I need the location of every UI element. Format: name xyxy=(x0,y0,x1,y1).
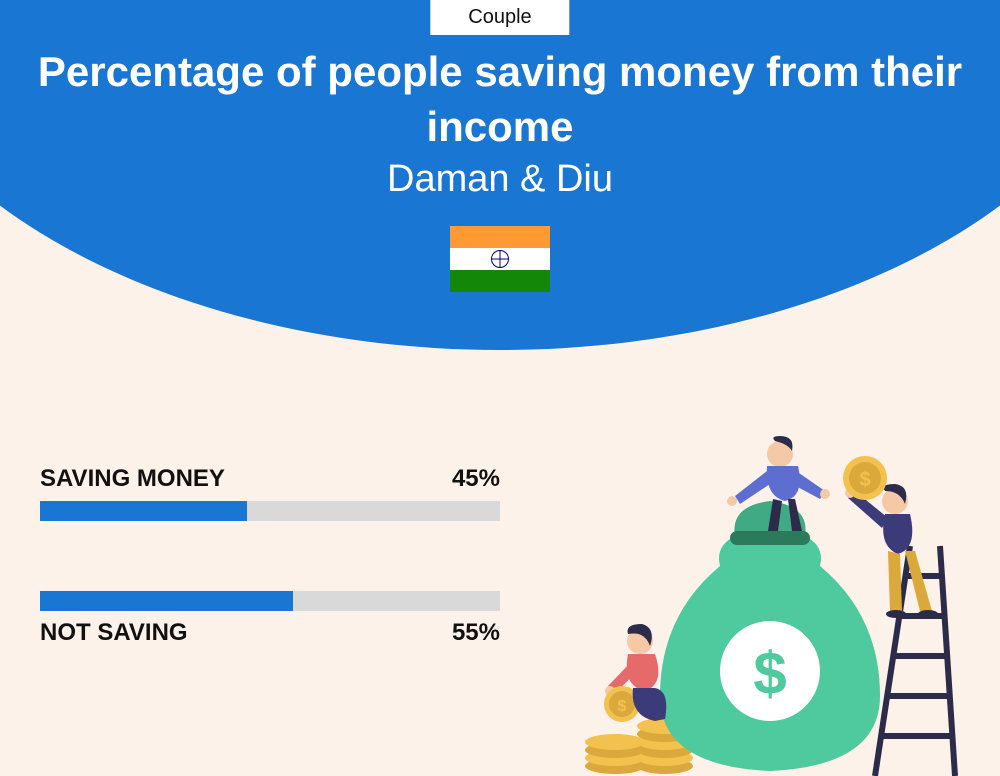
bar-label: NOT SAVING xyxy=(40,619,188,647)
svg-text:$: $ xyxy=(618,698,627,715)
person-ladder-icon: $ xyxy=(843,456,938,618)
savings-illustration: $ $ xyxy=(570,436,970,776)
bar-value: 55% xyxy=(452,619,500,647)
bar-fill xyxy=(40,591,293,611)
bar-label: SAVING MONEY xyxy=(40,465,225,493)
money-bag-icon: $ xyxy=(660,501,880,771)
india-flag-icon xyxy=(450,226,550,292)
bar-not-saving: NOT SAVING 55% xyxy=(40,591,500,647)
main-title: Percentage of people saving money from t… xyxy=(0,45,1000,154)
bar-fill xyxy=(40,501,247,521)
bars-container: SAVING MONEY 45% NOT SAVING 55% xyxy=(40,465,500,717)
person-sitting-icon: $ xyxy=(604,624,666,722)
bar-saving: SAVING MONEY 45% xyxy=(40,465,500,521)
bar-value: 45% xyxy=(452,465,500,493)
category-badge: Couple xyxy=(430,0,569,35)
bar-track xyxy=(40,591,500,611)
subtitle: Daman & Diu xyxy=(0,158,1000,201)
bar-track xyxy=(40,501,500,521)
svg-text:$: $ xyxy=(859,469,870,491)
svg-text:$: $ xyxy=(753,640,786,707)
